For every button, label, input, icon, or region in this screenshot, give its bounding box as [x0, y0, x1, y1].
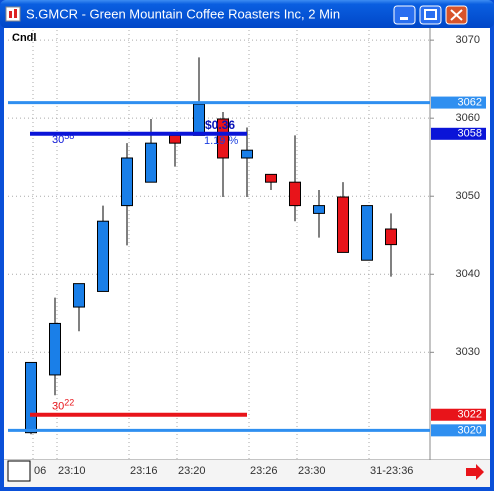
- candle-body: [145, 142, 157, 183]
- title-bar: [0, 0, 494, 28]
- price-level-tag-label: 3020: [458, 424, 482, 436]
- chart-label: Cndl: [12, 32, 36, 44]
- candle-body: [241, 149, 253, 159]
- close-glyph: [450, 9, 463, 21]
- maximize-button[interactable]: [419, 5, 442, 25]
- price-level-label-part: 30: [52, 134, 64, 146]
- price-level-tag: [431, 424, 486, 437]
- price-level-label-part: 30: [52, 401, 64, 413]
- y-tick-label: 3060: [456, 112, 480, 124]
- candle-body: [97, 220, 109, 292]
- price-level-tag-label: 3062: [458, 96, 482, 108]
- y-tick-label: 3050: [456, 190, 480, 202]
- candle-body: [121, 157, 133, 207]
- minimize-glyph: [400, 17, 408, 20]
- chart-area: [4, 28, 490, 487]
- x-tick-label: 23:20: [178, 465, 206, 477]
- scroll-arrow[interactable]: [466, 464, 484, 480]
- x-tick-label: 23:26: [250, 465, 278, 477]
- candle-body: [193, 103, 205, 136]
- candle-body: [73, 283, 85, 308]
- price-level-label: 3022: [52, 398, 74, 413]
- annotation: 1.19 %: [204, 135, 238, 147]
- price-level-label-part: 22: [64, 398, 74, 408]
- candle-body: [385, 228, 397, 246]
- x-tick-label: 23:16: [130, 465, 158, 477]
- time-axis-bg: [4, 460, 490, 487]
- x-tick-label: 31-23:36: [370, 465, 413, 477]
- window-title: S.GMCR - Green Mountain Coffee Roasters …: [26, 6, 340, 21]
- candle-body: [337, 196, 349, 253]
- candle-body: [169, 134, 181, 144]
- candle-body: [313, 205, 325, 214]
- y-tick-label: 3040: [456, 268, 480, 280]
- price-level-tag-label: 3058: [458, 128, 482, 140]
- price-level-tag-label: 3022: [458, 409, 482, 421]
- candle-body: [361, 205, 373, 261]
- candle-body: [289, 181, 301, 207]
- x-tick-label: 23:30: [298, 465, 326, 477]
- price-level-tag: [431, 408, 486, 421]
- candle-body: [49, 322, 61, 376]
- icon-bar: [9, 11, 12, 18]
- minimize-button[interactable]: [393, 5, 416, 25]
- price-level-label-part: 58: [64, 131, 74, 141]
- y-tick-label: 3070: [456, 34, 480, 46]
- maximize-glyph: [424, 9, 437, 20]
- candle-body: [265, 173, 277, 183]
- price-level-label: 3058: [52, 131, 74, 146]
- x-tick-label: 23:10: [58, 465, 86, 477]
- candle-body: [217, 118, 229, 159]
- annotation: $0.36: [205, 118, 235, 132]
- corner-box[interactable]: [7, 460, 31, 482]
- window-icon: [5, 6, 21, 22]
- y-tick-label: 3030: [456, 346, 480, 358]
- icon-bar: [14, 9, 17, 18]
- x-tick-label: 06: [34, 465, 46, 477]
- candle-body: [25, 361, 37, 434]
- price-level-tag: [431, 127, 486, 140]
- price-level-tag: [431, 96, 486, 109]
